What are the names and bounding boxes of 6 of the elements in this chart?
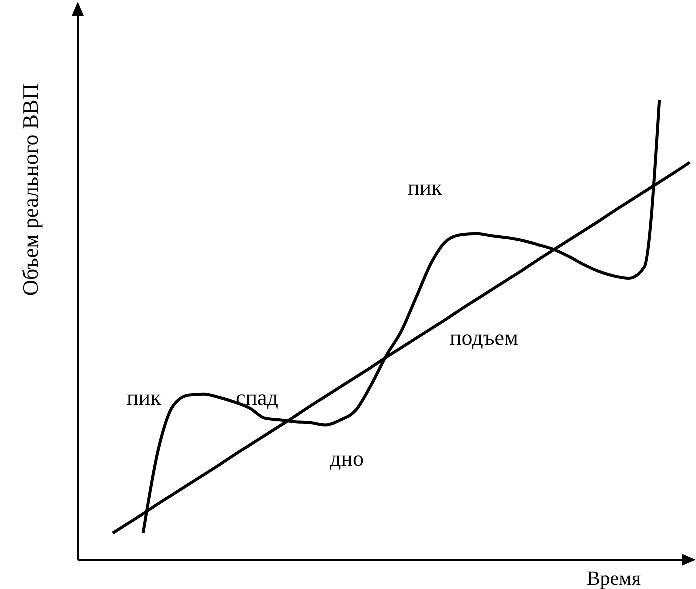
annotation: подъем xyxy=(450,325,518,350)
annotation: пик xyxy=(127,385,162,410)
annotation: пик xyxy=(408,175,443,200)
annotation: дно xyxy=(330,446,364,471)
x-axis-title: Время xyxy=(586,568,642,589)
y-axis-title: Объем реального ВВП xyxy=(18,84,43,296)
